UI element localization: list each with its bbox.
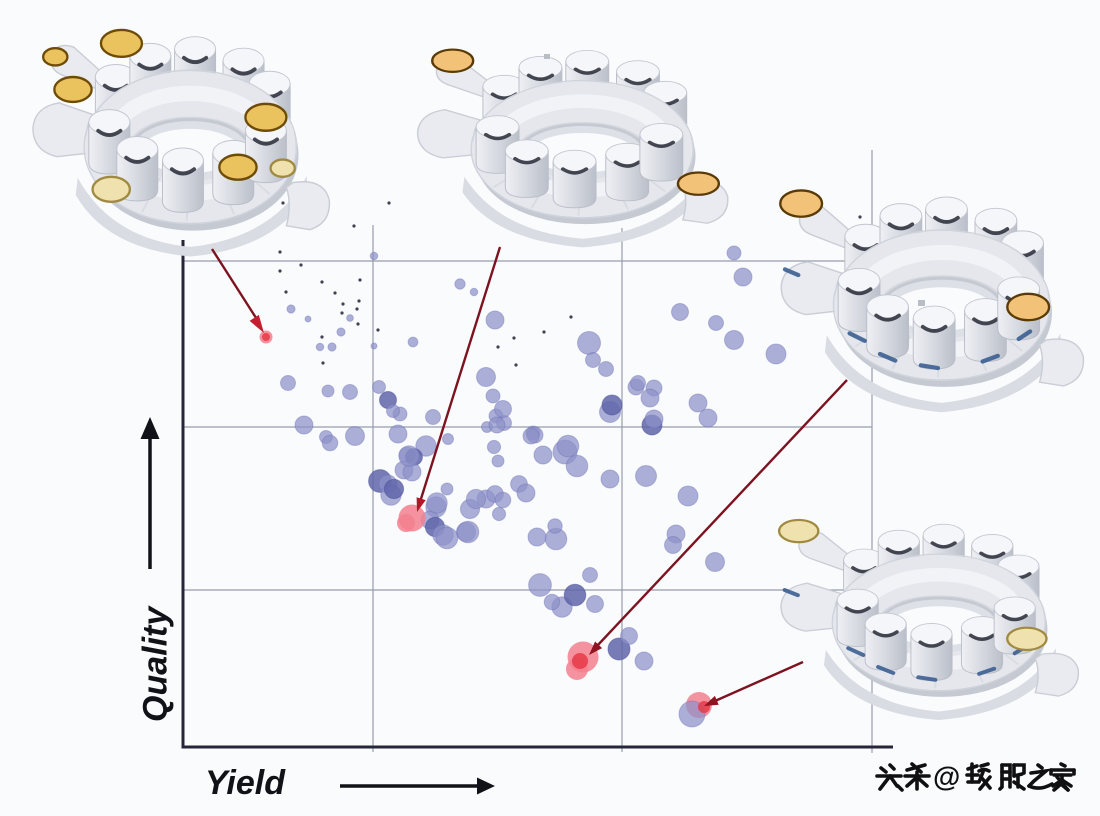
svg-text:Quality: Quality — [137, 605, 175, 722]
svg-text:@: @ — [933, 761, 960, 792]
svg-text:Yield: Yield — [205, 764, 286, 802]
